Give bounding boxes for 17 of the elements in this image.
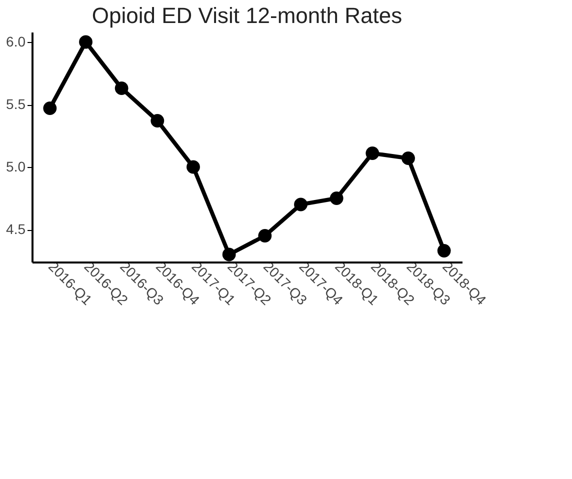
point: [114, 82, 128, 95]
y-tick-label: 4.5: [6, 221, 26, 237]
point: [43, 102, 57, 115]
point: [294, 198, 308, 212]
point: [330, 192, 344, 205]
point: [402, 152, 415, 165]
point: [79, 35, 92, 49]
point: [186, 160, 200, 174]
chart-title: Opioid ED Visit 12-month Rates: [92, 3, 402, 28]
point: [437, 244, 451, 258]
y-tick-label: 6.0: [6, 34, 26, 50]
point: [366, 146, 380, 160]
y-tick-label: 5.5: [6, 96, 26, 112]
point: [258, 229, 272, 242]
point: [150, 114, 164, 128]
point: [222, 248, 236, 262]
y-tick-label: 5.0: [6, 158, 26, 174]
